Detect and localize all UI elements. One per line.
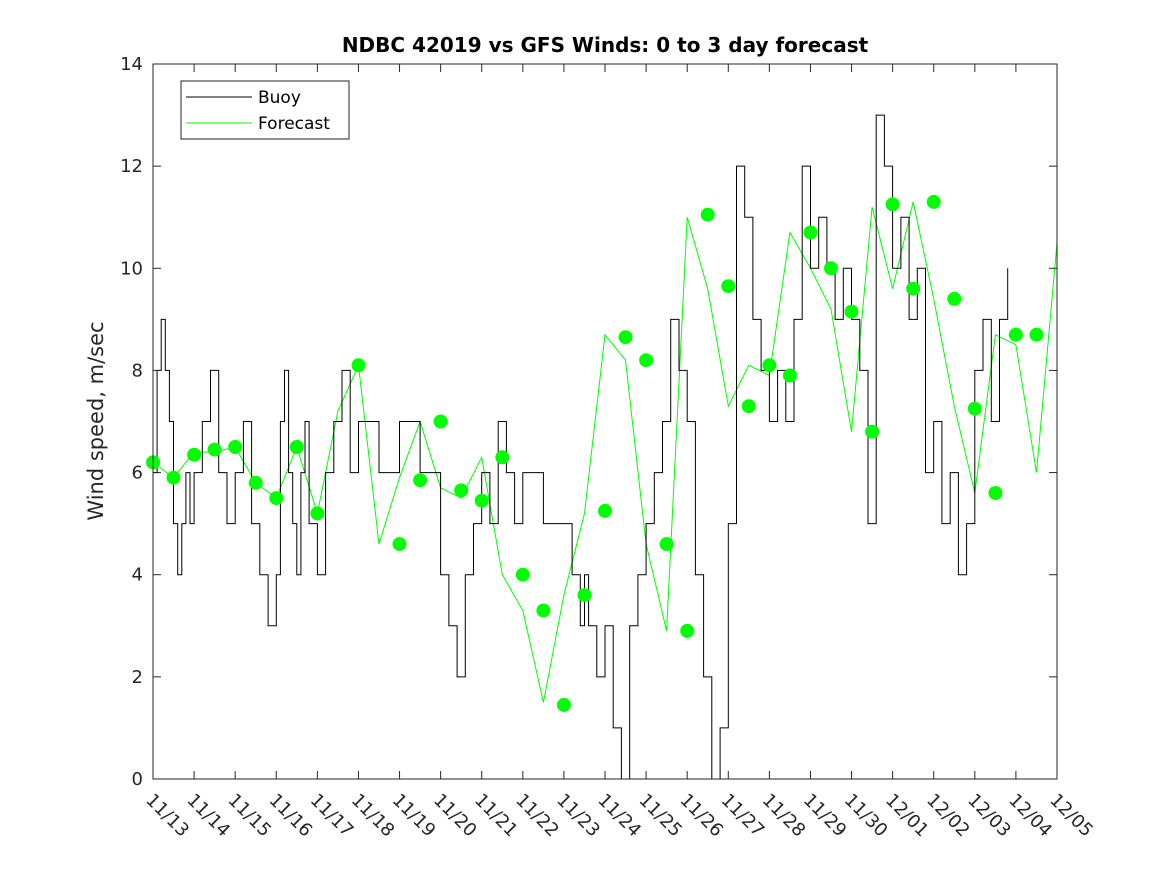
forecast-marker [454, 483, 469, 498]
forecast-marker [618, 330, 633, 345]
forecast-marker [721, 279, 736, 294]
forecast-marker [1029, 327, 1044, 342]
forecast-marker [988, 486, 1003, 500]
legend-label-forecast: Forecast [258, 114, 330, 134]
forecast-marker [269, 491, 284, 506]
forecast-marker [700, 207, 715, 222]
legend-box [180, 80, 350, 140]
forecast-marker [351, 358, 366, 373]
forecast-marker [413, 473, 428, 488]
forecast-marker [556, 697, 571, 712]
forecast-marker [803, 225, 818, 240]
forecast-marker [228, 440, 243, 454]
forecast-marker [207, 442, 222, 457]
forecast-marker [782, 368, 797, 383]
forecast-marker [289, 440, 304, 454]
forecast-marker [659, 537, 674, 552]
forecast-marker [844, 304, 859, 319]
forecast-marker [639, 353, 654, 368]
forecast-marker [495, 450, 510, 465]
forecast-marker [310, 506, 325, 521]
forecast-marker [474, 493, 489, 508]
y-axis-label: Wind speed, m/sec [84, 321, 108, 520]
forecast-marker [906, 281, 921, 296]
y-tick-label: 8 [132, 360, 143, 381]
forecast-marker [947, 291, 962, 306]
forecast-marker [248, 475, 263, 490]
chart-title: NDBC 42019 vs GFS Winds: 0 to 3 day fore… [342, 33, 869, 57]
forecast-marker [433, 414, 448, 429]
forecast-marker [598, 503, 612, 518]
legend-label-buoy: Buoy [258, 88, 301, 108]
y-tick-label: 12 [120, 156, 143, 177]
forecast-marker [865, 424, 880, 439]
forecast-marker [885, 197, 900, 212]
forecast-marker [392, 537, 407, 552]
forecast-marker [1008, 327, 1023, 342]
forecast-marker [515, 567, 530, 582]
forecast-marker [187, 447, 202, 462]
forecast-marker [741, 399, 756, 414]
marker-layer [146, 194, 1044, 712]
y-tick-label: 10 [120, 258, 143, 279]
forecast-marker [967, 401, 982, 416]
forecast-marker [824, 261, 838, 276]
forecast-marker [577, 588, 592, 603]
legend: Buoy Forecast [180, 80, 350, 140]
y-tick-label: 4 [132, 565, 143, 586]
y-tick-label: 2 [132, 667, 143, 688]
series-line-forecast [152, 201, 1058, 703]
forecast-marker [680, 623, 695, 638]
forecast-marker [926, 194, 941, 209]
forecast-marker [166, 470, 181, 485]
y-tick-label: 6 [132, 463, 143, 484]
forecast-marker [762, 358, 777, 373]
y-tick-label: 0 [132, 769, 143, 790]
y-tick-label: 14 [120, 54, 143, 75]
forecast-marker [536, 603, 551, 618]
